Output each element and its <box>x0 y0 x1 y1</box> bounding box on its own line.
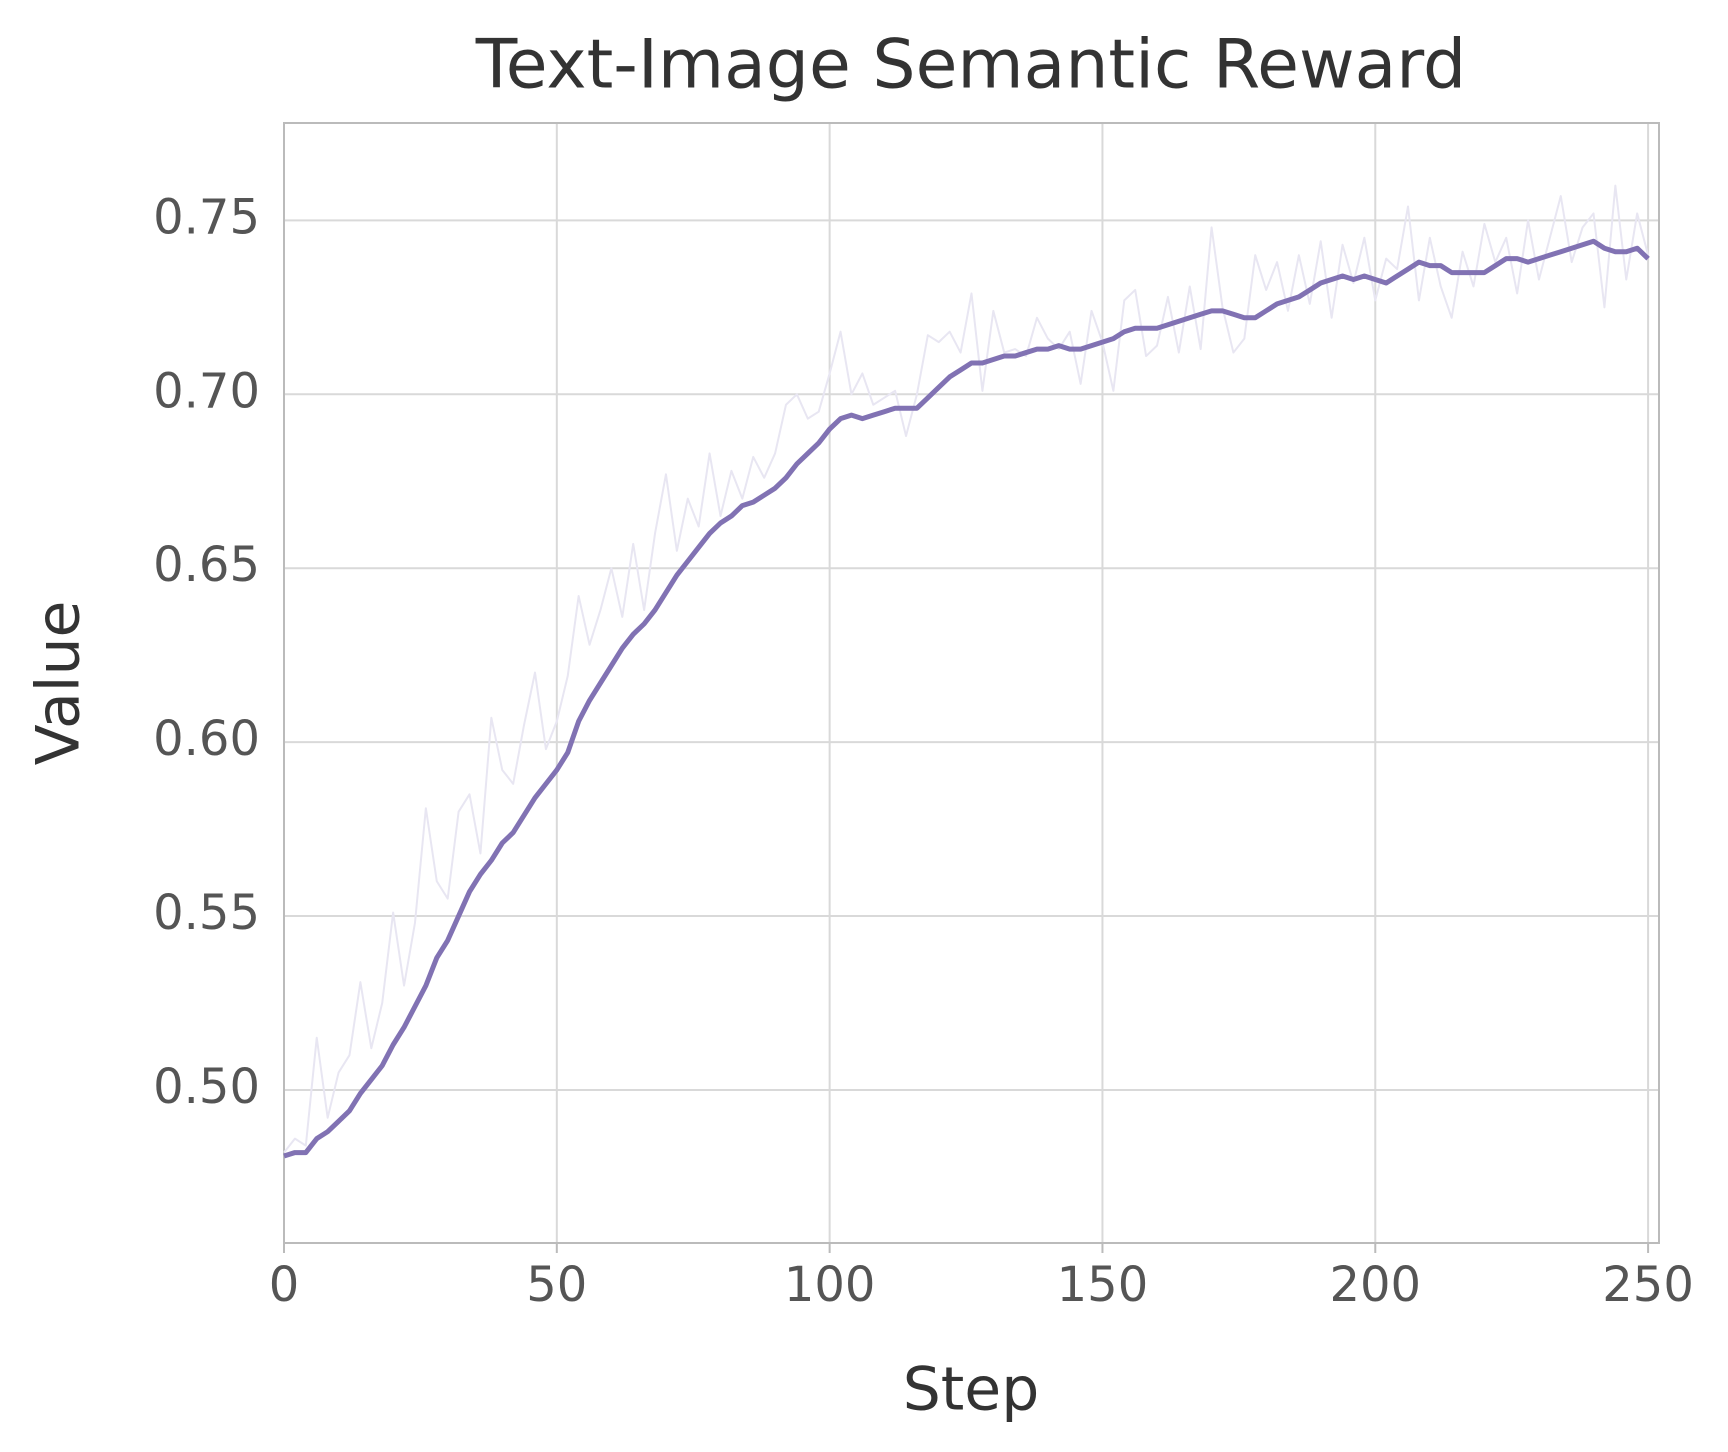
chart-title: Text-Image Semantic Reward <box>475 26 1466 105</box>
x-axis-label: Step <box>903 1355 1040 1425</box>
x-tick-label: 150 <box>1057 1257 1149 1313</box>
line-series <box>283 184 1650 1154</box>
x-tick-label: 250 <box>1602 1257 1694 1313</box>
y-tick-label: 0.70 <box>153 363 260 419</box>
line-series <box>283 238 1650 1159</box>
x-tick-label: 0 <box>269 1257 300 1313</box>
x-tick-label: 100 <box>784 1257 876 1313</box>
plot-frame <box>283 122 1660 1244</box>
x-tick-label: 50 <box>526 1257 587 1313</box>
y-axis-label: Value <box>24 601 94 766</box>
y-tick-label: 0.65 <box>153 537 260 593</box>
y-tick-label: 0.75 <box>153 189 260 245</box>
y-tick-label: 0.55 <box>153 885 260 941</box>
y-tick-label: 0.60 <box>153 711 260 767</box>
y-tick-label: 0.50 <box>153 1059 260 1115</box>
x-tick-label: 200 <box>1329 1257 1421 1313</box>
